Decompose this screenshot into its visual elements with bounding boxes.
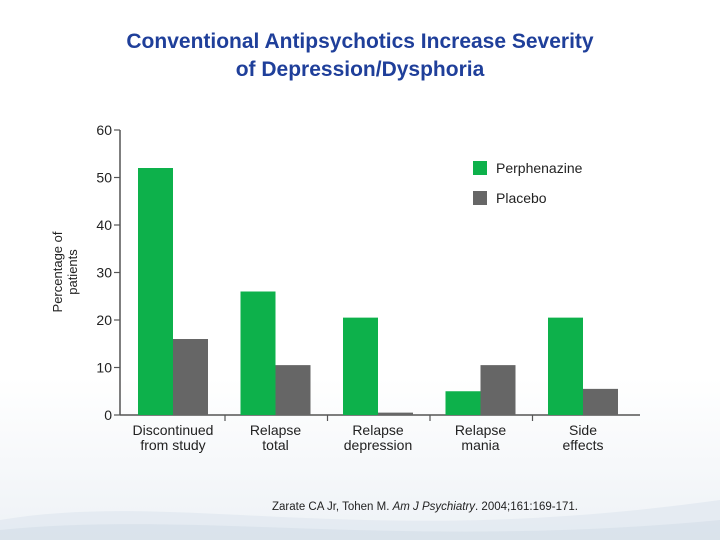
x-category-label-line: mania <box>461 437 499 453</box>
y-tick-label: 50 <box>96 170 112 186</box>
citation-authors: Zarate CA Jr, Tohen M. <box>272 501 393 513</box>
decorative-wave <box>0 500 720 540</box>
legend-swatch-perphenazine <box>473 161 487 175</box>
x-category-label-line: depression <box>344 437 413 453</box>
bar-placebo <box>173 339 208 415</box>
x-category-label-line: Relapse <box>352 422 404 438</box>
slide-title-line-1: Conventional Antipsychotics Increase Sev… <box>126 30 594 53</box>
x-category-label-line: total <box>262 437 288 453</box>
y-axis-label-line: Percentage of <box>50 231 65 312</box>
bar-perphenazine <box>240 291 276 415</box>
x-category-label-line: Relapse <box>455 422 507 438</box>
x-category-label: Side effects <box>563 422 604 453</box>
bar-placebo <box>480 365 516 415</box>
citation-details: . 2004;161:169-171. <box>475 501 578 513</box>
x-category-label-line: Discontinued <box>133 422 214 438</box>
y-tick-label: 40 <box>96 217 112 233</box>
x-category-label-line: Side <box>569 422 597 438</box>
bar-perphenazine <box>548 317 583 415</box>
citation: Zarate CA Jr, Tohen M. Am J Psychiatry. … <box>272 501 578 513</box>
y-axis-label: Percentage ofpatients <box>50 231 80 312</box>
bar-placebo <box>378 412 413 415</box>
x-category-label: Discontinued from study <box>133 422 214 453</box>
legend-label-placebo: Placebo <box>496 190 547 206</box>
citation-journal: Am J Psychiatry <box>392 501 476 513</box>
bar-perphenazine <box>138 168 173 415</box>
slide-title: Conventional Antipsychotics Increase Sev… <box>0 28 720 84</box>
x-category-label-line: from study <box>140 437 205 453</box>
x-category-label: Relapse total <box>250 422 302 453</box>
slide-title-line-2: of Depression/Dysphoria <box>235 58 485 81</box>
bar-placebo <box>583 388 618 415</box>
legend-label-perphenazine: Perphenazine <box>496 160 583 176</box>
legend-swatch-placebo <box>473 191 487 205</box>
y-tick-label: 20 <box>96 312 112 328</box>
bar-perphenazine <box>343 317 378 415</box>
x-category-label-line: Relapse <box>250 422 302 438</box>
y-tick-label: 60 <box>96 122 112 138</box>
y-tick-label: 30 <box>96 265 112 281</box>
x-category-label: Relapse mania <box>455 422 507 453</box>
x-category-label-line: effects <box>563 437 604 453</box>
y-tick-label: 0 <box>104 407 112 423</box>
x-category-label: Relapse depression <box>344 422 413 453</box>
y-axis-label-line: patients <box>65 249 80 295</box>
y-tick-label: 10 <box>96 360 112 376</box>
bar-perphenazine <box>445 391 481 415</box>
bar-placebo <box>275 365 311 415</box>
